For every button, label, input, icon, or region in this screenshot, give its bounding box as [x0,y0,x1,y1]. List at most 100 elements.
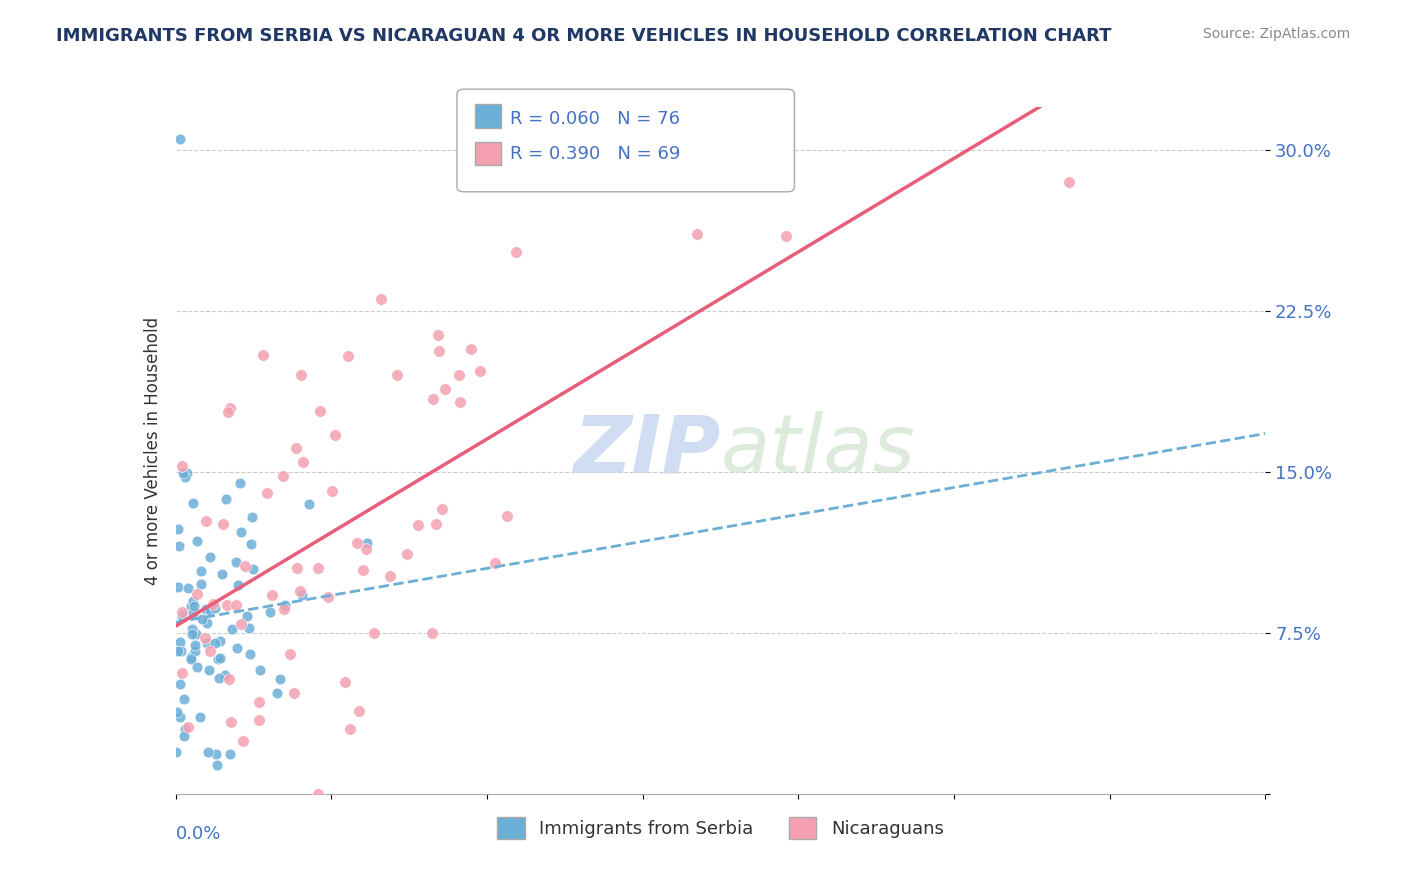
Point [181,606,204,620]
Point [266,686,288,700]
Point [273,598,295,612]
Point [278,648,301,662]
Point [177,719,200,733]
Point [180,649,202,664]
Point [204,600,226,615]
Point [323,428,346,442]
Point [169,539,191,553]
Point [180,652,202,666]
Point [211,566,233,581]
Point [229,475,252,490]
Point [215,491,238,506]
Point [214,668,236,682]
Text: R = 0.060   N = 76: R = 0.060 N = 76 [510,110,681,128]
Point [177,582,200,596]
Point [271,468,294,483]
Point [204,636,226,650]
Point [195,636,218,650]
Text: Source: ZipAtlas.com: Source: ZipAtlas.com [1202,27,1350,41]
Point [190,577,212,591]
Legend: Immigrants from Serbia, Nicaraguans: Immigrants from Serbia, Nicaraguans [491,810,950,847]
Point [219,714,242,729]
Point [240,509,263,524]
Point [259,605,281,619]
Point [425,517,447,532]
Point [1057,175,1080,189]
Point [198,663,221,677]
Point [775,228,797,243]
Point [212,516,235,531]
Point [205,758,228,772]
Point [174,470,197,484]
Point [385,368,408,383]
Point [290,588,312,602]
Point [354,541,377,556]
Point [321,484,343,499]
Point [433,382,456,396]
Point [166,705,188,719]
Point [195,514,218,528]
Point [229,616,252,631]
Point [333,675,356,690]
Point [229,524,252,539]
Point [308,404,330,418]
Point [242,561,264,575]
Point [208,634,231,648]
Point [181,627,204,641]
Y-axis label: 4 or more Vehicles in Household: 4 or more Vehicles in Household [143,317,162,584]
Point [183,599,205,614]
Point [420,625,443,640]
Point [202,597,225,611]
Point [427,328,450,343]
Point [166,644,188,658]
Point [188,710,211,724]
Point [235,559,257,574]
Text: ZIP: ZIP [574,411,721,490]
Point [180,599,202,613]
Point [186,534,208,549]
Point [195,616,218,631]
Point [283,686,305,700]
Point [496,508,519,523]
Point [427,344,450,359]
Point [447,368,470,383]
Point [232,734,254,748]
Point [221,622,243,636]
Point [198,550,221,565]
Point [247,713,270,727]
Point [339,723,361,737]
Point [176,466,198,480]
Point [169,710,191,724]
Point [430,502,453,516]
Point [219,747,242,762]
Point [225,598,247,612]
Point [172,458,194,473]
Point [180,622,202,636]
Point [505,245,527,260]
Point [181,496,204,510]
Point [181,593,204,607]
Point [238,621,260,635]
Point [484,556,506,570]
Point [174,722,197,736]
Point [307,787,329,801]
Point [166,580,188,594]
Point [172,467,194,481]
Point [470,364,492,378]
Point [184,627,207,641]
Point [273,602,295,616]
Text: atlas: atlas [721,411,915,490]
Point [363,625,385,640]
Point [172,605,194,619]
Point [225,555,247,569]
Point [190,564,212,578]
Point [166,522,188,536]
Point [239,647,262,661]
Point [247,695,270,709]
Point [194,632,217,646]
Text: R = 0.390   N = 69: R = 0.390 N = 69 [510,145,681,163]
Point [204,747,226,761]
Point [422,392,444,406]
Text: 0.0%: 0.0% [176,825,221,843]
Point [347,704,370,718]
